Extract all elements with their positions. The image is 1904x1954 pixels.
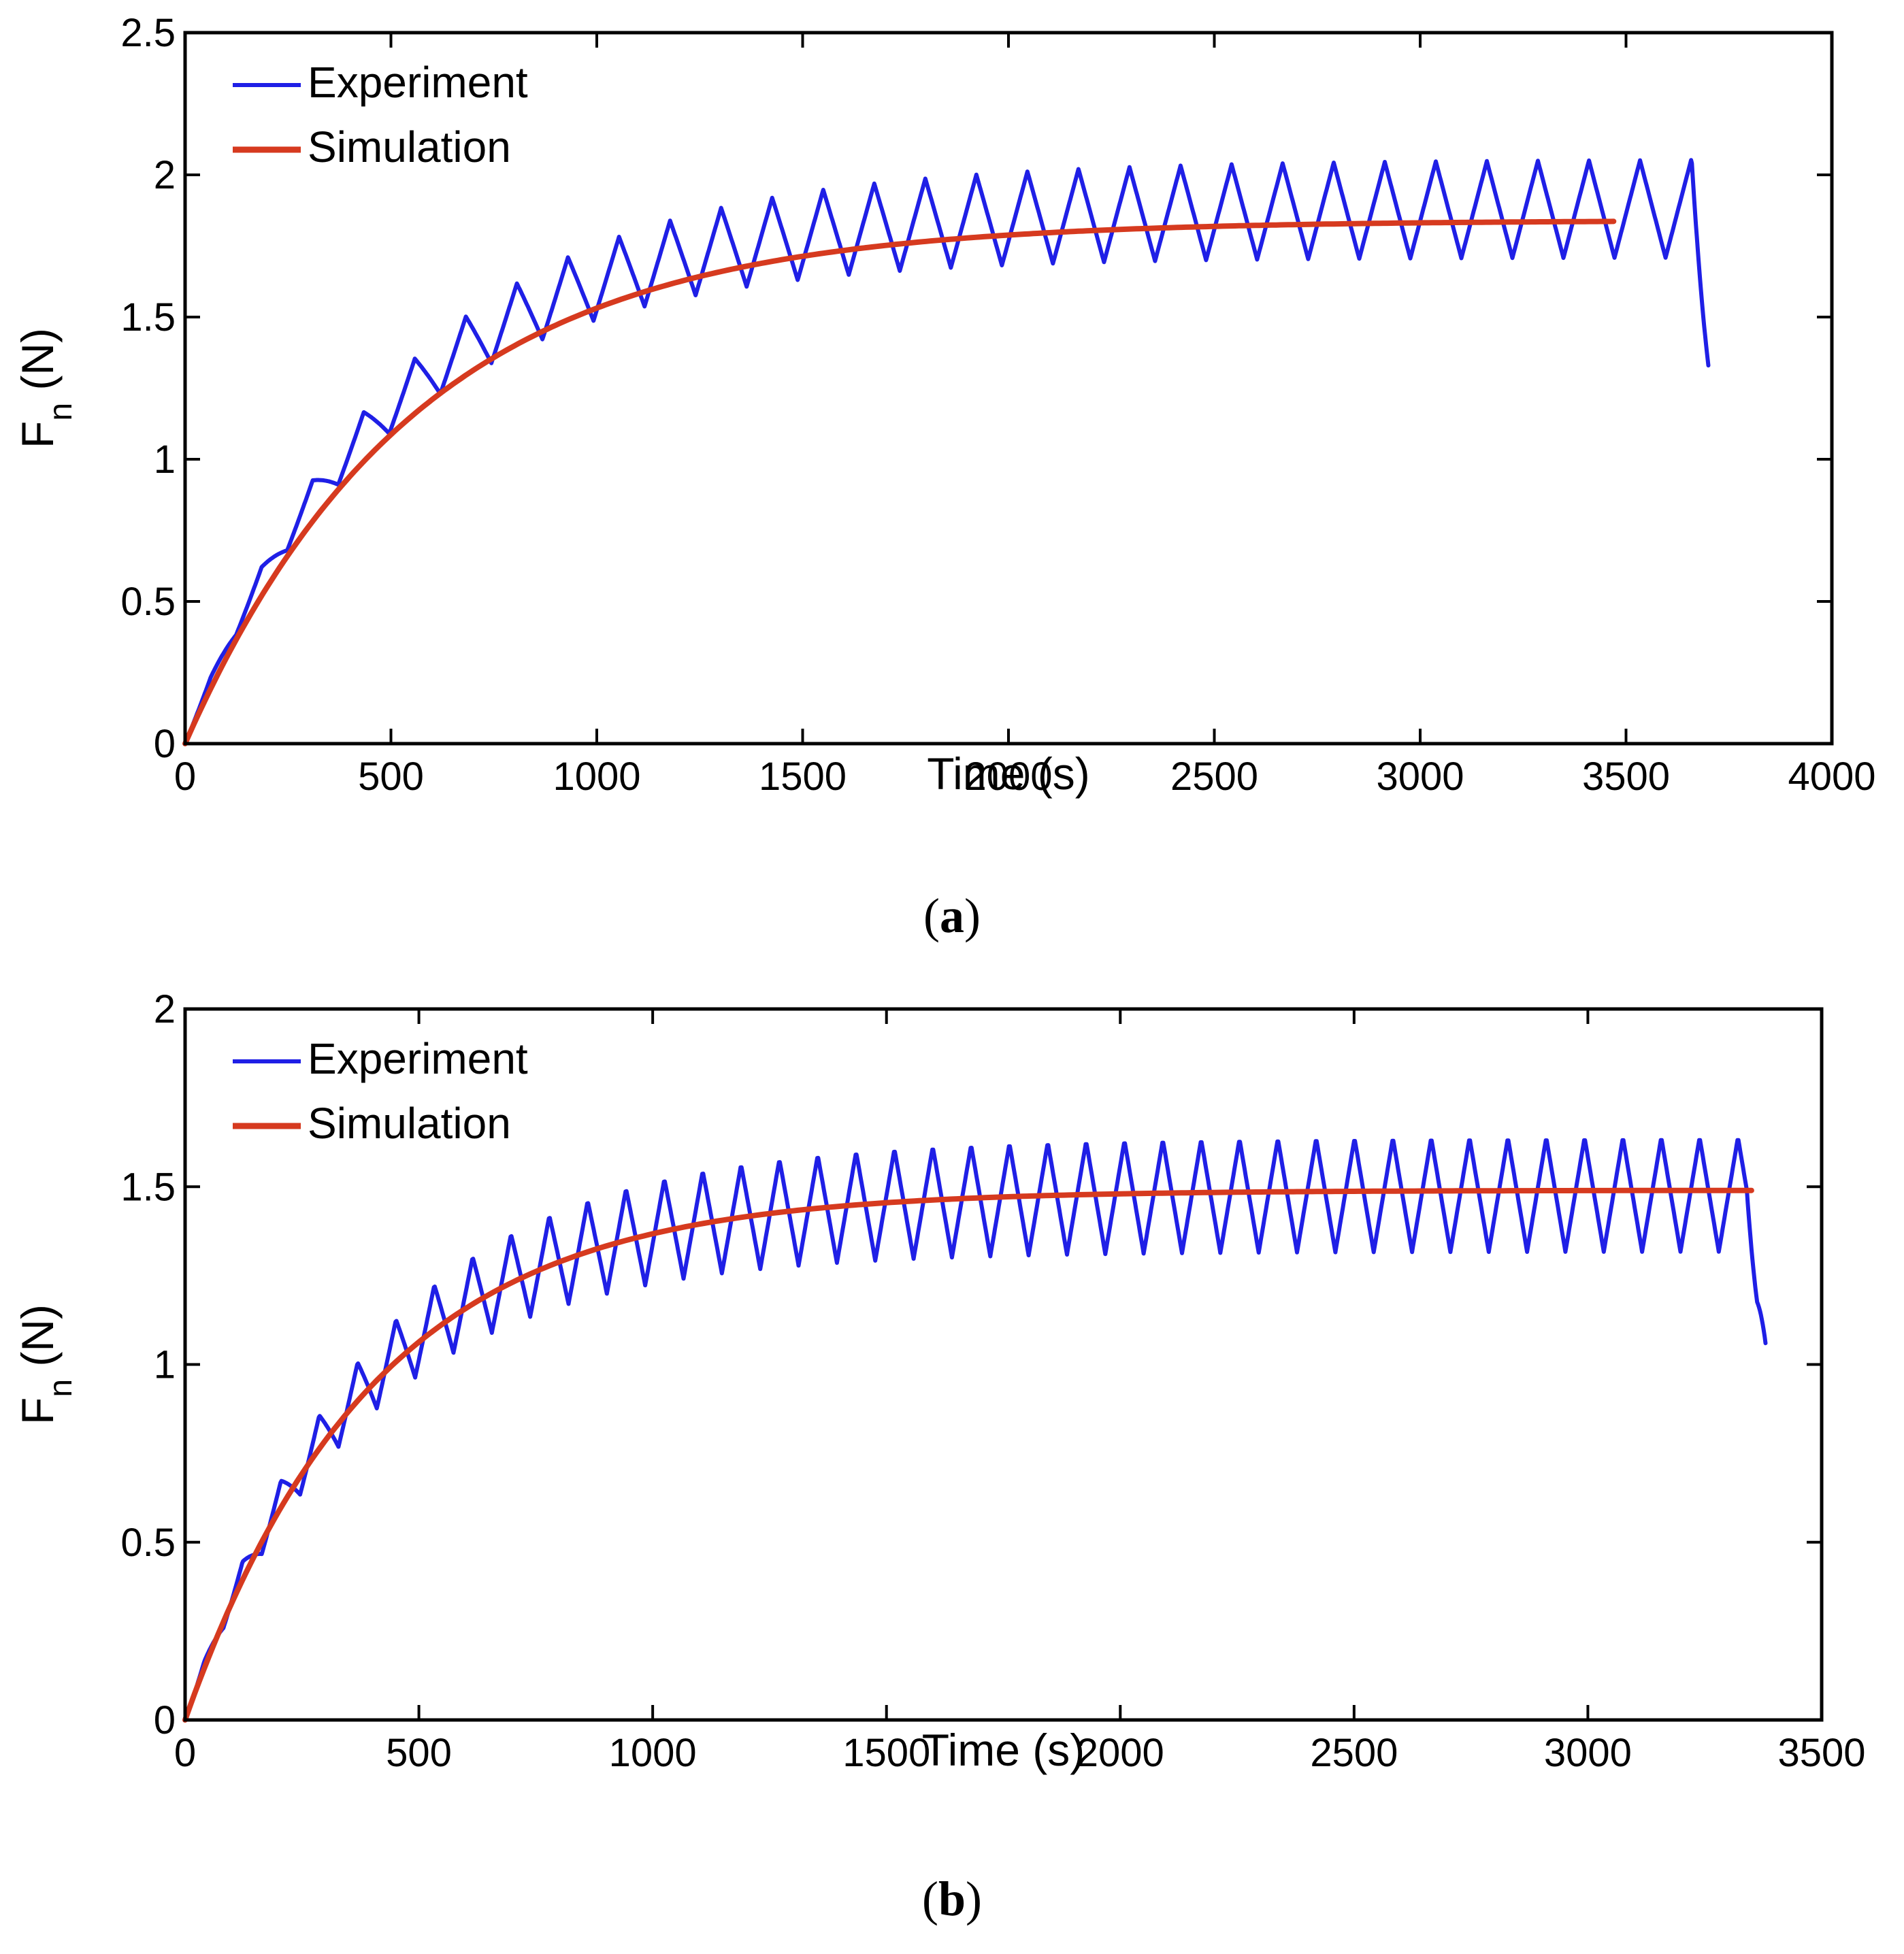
panel-b-ticks: 0 500 1000 1500 2000 2500 3000 3500 0 0.5 1 1.5 2 xyxy=(120,987,1865,1775)
y-axis-title-main: F xyxy=(12,1397,63,1425)
x-tick-label: 1000 xyxy=(609,1731,697,1775)
caption-open: ( xyxy=(923,889,940,943)
series-line-simulation xyxy=(182,1187,1754,1723)
caption-letter: a xyxy=(940,889,964,943)
y-axis-title-unit: (N) xyxy=(12,1304,63,1379)
y-axis-title: Fn (N) xyxy=(12,1304,79,1425)
x-tick-label: 3000 xyxy=(1544,1731,1632,1775)
legend-label-experiment: Experiment xyxy=(308,58,528,107)
x-tick-label: 2000 xyxy=(964,755,1052,799)
x-tick-label: 0 xyxy=(174,755,196,799)
caption-close: ) xyxy=(964,889,981,943)
x-tick-label: 3000 xyxy=(1376,755,1464,799)
x-tick-label: 500 xyxy=(386,1731,452,1775)
x-axis-title: Time (s) xyxy=(927,748,1090,799)
panel-caption-b: (b) xyxy=(922,1872,982,1926)
y-tick-label: 1.5 xyxy=(120,1165,176,1209)
caption-open: ( xyxy=(922,1872,938,1926)
y-tick-label: 0 xyxy=(154,722,176,766)
panel-a-legend: Experiment Simulation xyxy=(233,58,528,171)
legend-label-experiment: Experiment xyxy=(308,1034,528,1083)
x-tick-label: 2500 xyxy=(1310,1731,1398,1775)
legend-label-simulation: Simulation xyxy=(308,1099,511,1148)
y-axis-title-subscript: n xyxy=(43,403,79,421)
x-tick-label: 2000 xyxy=(1077,1731,1164,1775)
legend-label-simulation: Simulation xyxy=(308,122,511,171)
y-tick-label: 1 xyxy=(154,437,176,482)
x-tick-label: 500 xyxy=(358,755,424,799)
x-tick-label: 1500 xyxy=(759,755,847,799)
caption-letter: b xyxy=(938,1872,966,1926)
x-tick-label: 3500 xyxy=(1777,1731,1865,1775)
x-tick-label: 3500 xyxy=(1582,755,1670,799)
x-tick-label: 1500 xyxy=(842,1731,930,1775)
y-tick-label: 1.5 xyxy=(120,295,176,340)
panel-a-ticks: 0 500 1000 1500 2000 2500 3000 3500 4000 0 0.5 1 1.5… xyxy=(120,11,1875,799)
y-tick-label: 2 xyxy=(154,153,176,197)
x-tick-label: 1000 xyxy=(553,755,640,799)
y-axis-title: Fn (N) xyxy=(12,328,79,448)
chart-panel-b: 0 500 1000 1500 2000 2500 3000 3500 0 0.5 1 1.5 2 Ex… xyxy=(12,987,1866,1926)
y-axis-title-unit: (N) xyxy=(12,328,63,403)
x-tick-label: 2500 xyxy=(1170,755,1258,799)
y-tick-label: 1 xyxy=(154,1343,176,1387)
x-tick-label: 4000 xyxy=(1788,755,1875,799)
y-axis-title-main: F xyxy=(12,421,63,448)
y-tick-label: 2.5 xyxy=(120,11,176,55)
panel-caption-a: (a) xyxy=(923,889,981,943)
y-tick-label: 0.5 xyxy=(120,580,176,624)
x-tick-label: 0 xyxy=(174,1731,196,1775)
series-line-experiment xyxy=(183,1138,1768,1722)
x-axis-title: Time (s) xyxy=(922,1725,1085,1775)
y-tick-label: 0 xyxy=(154,1698,176,1742)
panel-b-legend: Experiment Simulation xyxy=(233,1034,528,1148)
panel-a-series xyxy=(182,158,1711,746)
series-line-simulation xyxy=(182,218,1617,746)
y-tick-label: 0.5 xyxy=(120,1521,176,1565)
panel-b-plot-frame xyxy=(183,1007,1824,1722)
caption-close: ) xyxy=(966,1872,982,1926)
y-tick-label: 2 xyxy=(154,987,176,1031)
y-axis-title-subscript: n xyxy=(43,1379,79,1397)
chart-panel-a: 0 500 1000 1500 2000 2500 3000 3500 4000 0 0.5 1 1.5… xyxy=(12,11,1876,943)
panel-b-series xyxy=(182,1138,1768,1723)
panel-a-plot-frame xyxy=(183,31,1834,746)
